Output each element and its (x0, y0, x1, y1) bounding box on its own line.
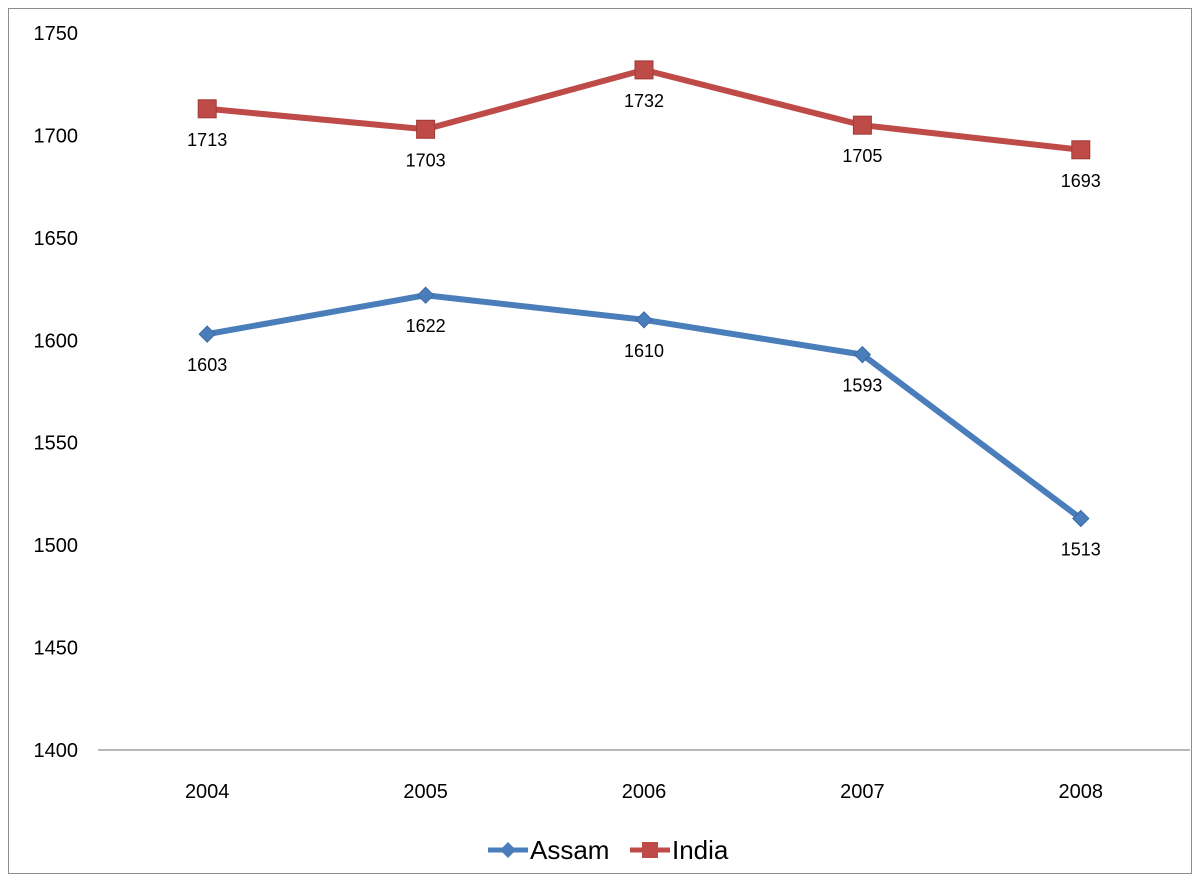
legend-label-assam: Assam (530, 835, 609, 865)
data-label-assam-2008: 1513 (1061, 540, 1101, 560)
series-line-assam (204, 292, 1084, 522)
point-india-2007 (852, 115, 872, 135)
legend-label-india: India (672, 835, 729, 865)
chart-frame (8, 8, 1192, 874)
point-assam-2006 (635, 311, 653, 329)
point-assam-2004 (198, 325, 216, 343)
y-tick-label-1500: 1500 (34, 535, 79, 557)
data-label-assam-2007: 1593 (842, 376, 882, 396)
data-label-assam-2005: 1622 (406, 316, 446, 336)
legend: Assam India (488, 835, 729, 865)
data-label-assam-2004: 1603 (187, 355, 227, 375)
x-tick-label-2006: 2006 (622, 781, 667, 803)
y-axis-tick-labels: 1400 1450 1500 1550 1600 1650 1700 1750 (34, 23, 79, 762)
x-tick-label-2004: 2004 (185, 781, 230, 803)
point-india-2005 (416, 119, 436, 139)
y-tick-label-1750: 1750 (34, 23, 79, 45)
y-tick-label-1650: 1650 (34, 228, 79, 250)
point-assam-2007 (853, 345, 872, 364)
x-axis-tick-labels: 2004 2005 2006 2007 2008 (185, 781, 1103, 803)
legend-marker-india (642, 842, 658, 858)
x-tick-label-2008: 2008 (1059, 781, 1104, 803)
point-assam-2005 (416, 286, 435, 304)
x-tick-label-2005: 2005 (403, 781, 448, 803)
point-assam-2008 (1072, 509, 1090, 528)
data-label-india-2007: 1705 (842, 146, 882, 166)
y-tick-label-1700: 1700 (34, 125, 79, 147)
y-tick-label-1550: 1550 (34, 433, 79, 455)
data-label-india-2005: 1703 (406, 150, 446, 170)
y-tick-label-1450: 1450 (34, 638, 79, 660)
point-india-2006 (634, 60, 654, 80)
point-india-2004 (197, 99, 217, 119)
y-tick-label-1600: 1600 (34, 330, 79, 352)
data-label-india-2008: 1693 (1061, 171, 1101, 191)
data-labels: 1603 1622 1610 1593 1513 1713 1703 1732 1705 1693 (187, 91, 1101, 560)
series-markers (197, 60, 1091, 528)
x-tick-label-2007: 2007 (840, 781, 885, 803)
data-label-india-2006: 1732 (624, 91, 664, 111)
legend-marker-assam (500, 842, 516, 858)
series-lines (204, 66, 1084, 522)
data-label-assam-2006: 1610 (624, 341, 664, 361)
y-tick-label-1400: 1400 (34, 740, 79, 762)
data-label-india-2004: 1713 (187, 130, 227, 150)
point-india-2008 (1071, 140, 1091, 160)
